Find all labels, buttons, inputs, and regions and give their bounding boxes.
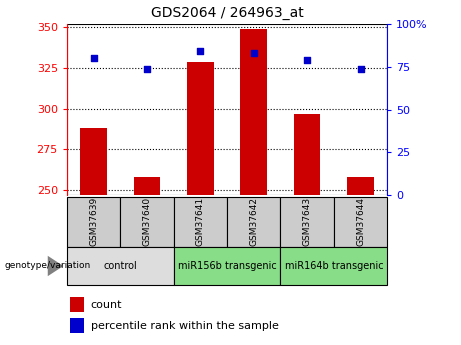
Text: GSM37642: GSM37642	[249, 197, 258, 246]
Bar	[227, 197, 280, 247]
Text: GSM37643: GSM37643	[302, 197, 312, 246]
Title: GDS2064 / 264963_at: GDS2064 / 264963_at	[151, 6, 303, 20]
Text: count: count	[91, 300, 122, 310]
Point	[357, 66, 364, 71]
Text: GSM37639: GSM37639	[89, 197, 98, 246]
Text: percentile rank within the sample: percentile rank within the sample	[91, 321, 279, 331]
Point	[250, 50, 257, 56]
Bar	[240, 29, 267, 195]
Bar	[67, 197, 120, 247]
Bar	[334, 197, 387, 247]
Text: control: control	[103, 261, 137, 271]
Text: GSM37641: GSM37641	[196, 197, 205, 246]
Bar	[347, 177, 374, 195]
Polygon shape	[48, 256, 63, 276]
Bar	[280, 197, 334, 247]
Point	[90, 56, 97, 61]
Point	[197, 49, 204, 54]
Bar	[120, 197, 174, 247]
Bar	[174, 247, 280, 285]
Point	[143, 66, 151, 71]
Bar	[187, 61, 214, 195]
Bar	[70, 297, 84, 312]
Bar	[80, 128, 107, 195]
Bar	[280, 247, 387, 285]
Text: genotype/variation: genotype/variation	[5, 262, 91, 270]
Text: miR156b transgenic: miR156b transgenic	[177, 261, 277, 271]
Text: miR164b transgenic: miR164b transgenic	[284, 261, 383, 271]
Point	[303, 57, 311, 63]
Text: GSM37640: GSM37640	[142, 197, 152, 246]
Bar	[294, 114, 320, 195]
Bar	[70, 318, 84, 333]
Bar	[174, 197, 227, 247]
Bar	[67, 247, 174, 285]
Text: GSM37644: GSM37644	[356, 197, 365, 246]
Bar	[134, 177, 160, 195]
